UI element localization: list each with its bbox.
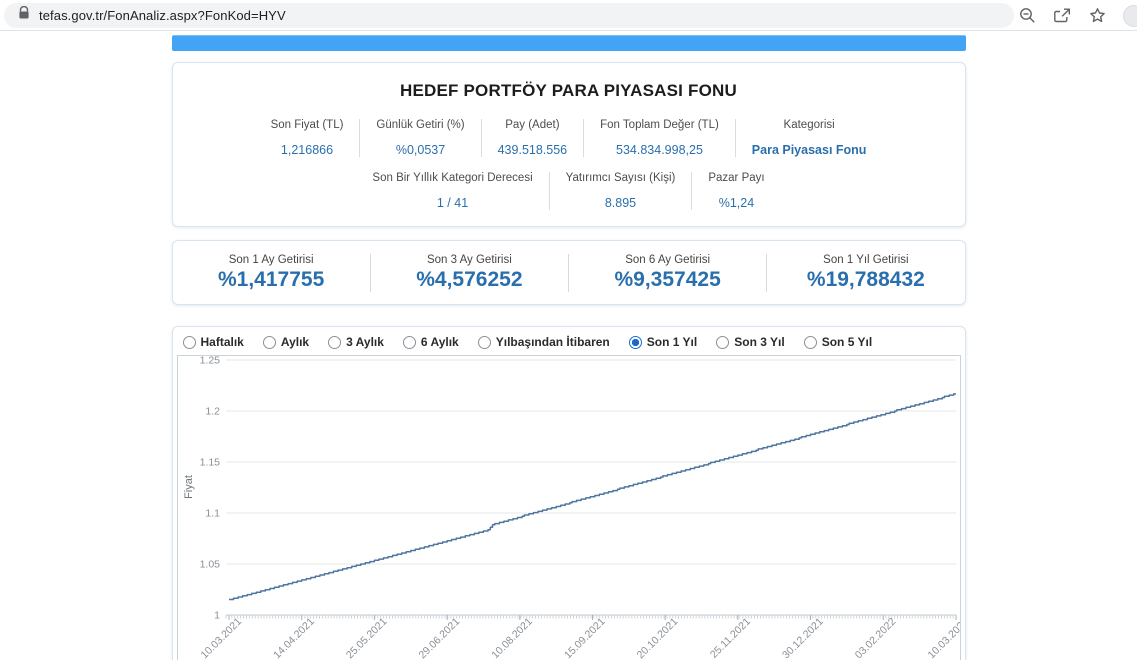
radio-icon[interactable] [262,335,276,349]
period-label: 6 Aylık [420,335,459,349]
x-tick-label: 20.10.2021 [634,616,680,660]
stat-item: Günlük Getiri (%) %0,0537 [360,119,482,157]
page-content: HEDEF PORTFÖY PARA PIYASASI FONU Son Fiy… [171,35,966,660]
return-label: Son 1 Yıl Getirisi [823,254,909,266]
stat-value: 439.518.556 [497,143,568,157]
return-value: %4,576252 [416,268,523,291]
stat-label: Yatırımcı Sayısı (Kişi) [565,172,676,184]
radio-icon[interactable] [328,335,342,349]
y-tick-label: 1.1 [205,508,220,520]
period-selector: Haftalık Aylık 3 Aylık 6 Aylık Yılbaşından İ… [177,332,961,355]
radio-icon[interactable] [716,335,730,349]
return-value: %1,417755 [217,268,325,291]
period-label: Yılbaşından İtibaren [495,335,610,349]
price-line-series [228,393,956,601]
stat-item: Pazar Payı %1,24 [692,172,780,210]
x-tick-label: 25.05.2021 [343,616,389,660]
return-value: %9,357425 [614,268,721,291]
x-tick-label: 10.03.2021 [198,616,244,660]
return-value: %19,788432 [806,268,925,291]
period-label: Son 5 Yıl [821,335,873,349]
stat-item: Pay (Adet) 439.518.556 [482,119,585,157]
stat-value: 1,216866 [280,143,334,157]
y-tick-label: 1.2 [205,406,220,418]
fund-title: HEDEF PORTFÖY PARA PIYASASI FONU [399,81,737,100]
period-label: Haftalık [200,335,244,349]
chart-card: Haftalık Aylık 3 Aylık 6 Aylık Yılbaşından İ… [171,326,966,660]
return-item: Son 1 Yıl Getirisi %19,788432 [767,254,964,292]
y-tick-label: 1.15 [199,457,220,469]
url-bar[interactable]: tefas.gov.tr/FonAnaliz.aspx?FonKod=HYV [4,3,1014,28]
return-item: Son 6 Ay Getirisi %9,357425 [569,254,768,292]
period-option-3-aylık[interactable]: 3 Aylık [328,335,384,349]
lock-icon [18,5,30,25]
stat-item: Son Bir Yıllık Kategori Derecesi 1 / 41 [356,172,550,210]
fund-info-card: HEDEF PORTFÖY PARA PIYASASI FONU Son Fiy… [171,62,966,227]
radio-icon[interactable] [803,335,817,349]
return-label: Son 1 Ay Getirisi [228,254,314,266]
returns-card: Son 1 Ay Getirisi %1,417755 Son 3 Ay Getir… [171,240,966,305]
period-option-son-3-yıl[interactable]: Son 3 Yıl [716,335,785,349]
period-label: 3 Aylık [346,335,384,349]
stat-value: %1,24 [718,196,755,210]
period-label: Aylık [280,335,310,349]
zoom-icon[interactable] [1019,7,1036,24]
stat-item: Kategorisi Para Piyasası Fonu [736,119,883,157]
share-icon[interactable] [1053,7,1072,24]
return-label: Son 3 Ay Getirisi [426,254,512,266]
price-chart: 1 1.05 1.1 1.15 1.2 1.25 Fiyat 10.03.2021 14.04.… [183,356,961,660]
stat-label: Pazar Payı [708,172,765,184]
y-tick-label: 1.25 [199,356,220,367]
period-option-haftalık[interactable]: Haftalık [182,335,244,349]
stat-label: Son Fiyat (TL) [270,119,344,131]
stat-item: Yatırımcı Sayısı (Kişi) 8.895 [550,172,693,210]
bookmark-star-icon[interactable] [1089,7,1106,24]
period-option-6-aylık[interactable]: 6 Aylık [402,335,459,349]
stat-value: 1 / 41 [436,196,469,210]
x-tick-label: 29.06.2021 [416,616,462,660]
x-tick-label: 14.04.2021 [271,616,317,660]
stat-value: 8.895 [604,196,637,210]
browser-chrome: tefas.gov.tr/FonAnaliz.aspx?FonKod=HYV [0,0,1137,31]
return-item: Son 3 Ay Getirisi %4,576252 [371,254,569,292]
stat-label: Günlük Getiri (%) [376,119,465,131]
url-text[interactable]: tefas.gov.tr/FonAnaliz.aspx?FonKod=HYV [39,8,286,23]
x-tick-label: 30.12.2021 [780,616,826,660]
stat-value: 534.834.998,25 [616,143,703,157]
fund-stats-row-1: Son Fiyat (TL) 1,216866 Günlük Getiri (%)%… [173,119,965,157]
y-tick-label: 1.05 [199,559,220,571]
stat-value: %0,0537 [395,143,446,157]
stat-value: Para Piyasası Fonu [751,143,867,157]
radio-icon[interactable] [477,335,491,349]
period-option-son-1-yıl[interactable]: Son 1 Yıl [628,335,698,349]
x-tick-label: 03.02.2022 [852,616,898,660]
stat-label: Son Bir Yıllık Kategori Derecesi [372,172,533,184]
stat-label: Kategorisi [783,119,835,131]
x-tick-label: 25.11.2021 [707,616,752,660]
top-banner [171,35,966,51]
stat-label: Fon Toplam Değer (TL) [600,119,719,131]
period-option-yılbaşından-i̇tibaren[interactable]: Yılbaşından İtibaren [477,335,610,349]
x-tick-label: 10.03.2022 [925,616,961,660]
y-axis-label: Fiyat [183,475,195,499]
period-option-son-5-yıl[interactable]: Son 5 Yıl [803,335,873,349]
chart-frame: 1 1.05 1.1 1.15 1.2 1.25 Fiyat 10.03.2021 14.04.… [176,355,961,660]
stat-item: Son Fiyat (TL) 1,216866 [255,119,361,157]
radio-icon[interactable] [182,335,196,349]
profile-avatar[interactable] [1123,4,1137,27]
stat-item: Fon Toplam Değer (TL) 534.834.998,25 [584,119,736,157]
period-label: Son 3 Yıl [734,335,785,349]
radio-icon[interactable] [402,335,416,349]
y-tick-label: 1 [214,610,220,622]
return-label: Son 6 Ay Getirisi [625,254,711,266]
radio-icon[interactable] [628,335,642,349]
stat-label: Pay (Adet) [505,119,560,131]
period-label: Son 1 Yıl [646,335,698,349]
x-tick-label: 10.08.2021 [489,616,535,660]
period-option-aylık[interactable]: Aylık [262,335,310,349]
x-tick-label: 15.09.2021 [561,616,607,660]
return-item: Son 1 Ay Getirisi %1,417755 [173,254,371,292]
fund-stats-row-2: Son Bir Yıllık Kategori Derecesi 1 / 41 Ya… [173,172,965,210]
